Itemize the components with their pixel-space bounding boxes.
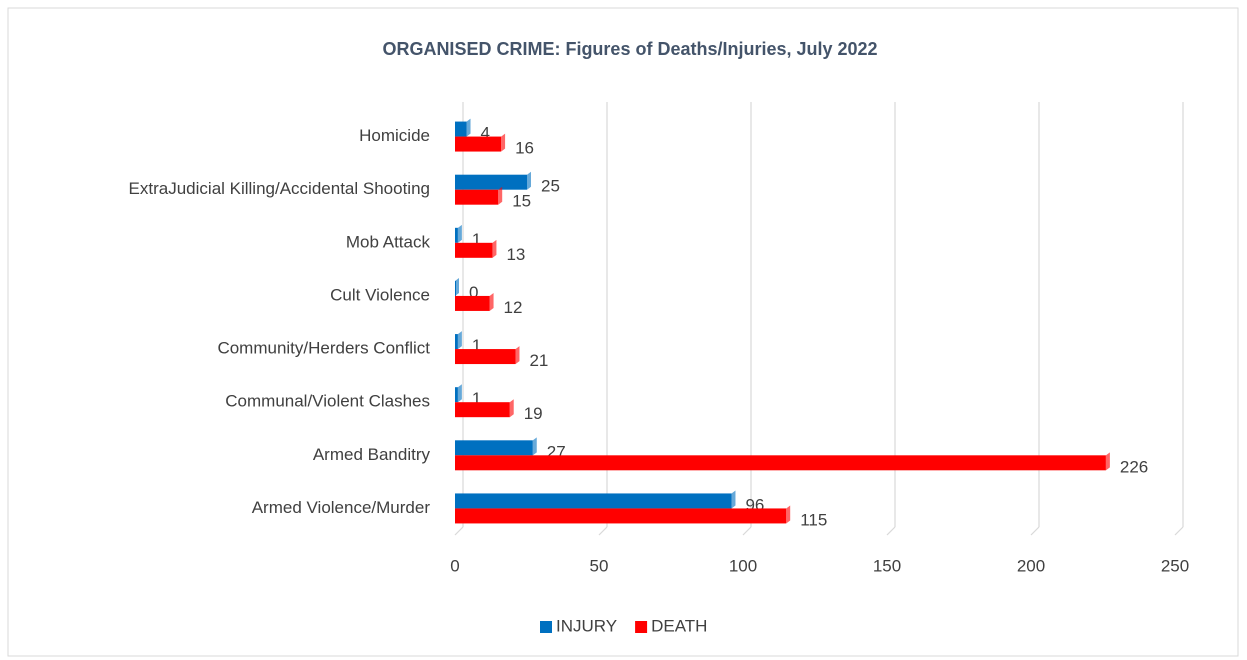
x-tick-label: 200 (1017, 556, 1045, 575)
x-tick-label: 150 (873, 556, 901, 575)
bar-side (498, 186, 503, 205)
bar (455, 242, 493, 258)
bar (455, 334, 458, 350)
legend-swatch (540, 621, 552, 633)
y-tick-label: ExtraJudicial Killing/Accidental Shootin… (129, 179, 430, 198)
y-tick-label: Homicide (359, 126, 430, 145)
grid-line (886, 526, 896, 536)
x-tick-label: 50 (590, 556, 609, 575)
bar (455, 493, 732, 509)
y-tick-label: Armed Banditry (313, 445, 431, 464)
data-label: 1 (472, 230, 481, 249)
bar (455, 189, 499, 205)
grid-line (454, 526, 464, 536)
bar-side (455, 277, 459, 296)
bar-side (492, 239, 497, 258)
bar-side (466, 118, 471, 137)
bar-side (1105, 452, 1110, 471)
bar-side (786, 505, 791, 524)
data-label: 21 (529, 351, 548, 370)
data-label: 12 (504, 298, 523, 317)
data-label: 19 (524, 404, 543, 423)
bar (455, 121, 467, 137)
bar-side (457, 224, 462, 243)
grid-line (1174, 526, 1184, 536)
bar (455, 508, 787, 524)
bar (455, 136, 502, 152)
legend-label: INJURY (556, 616, 617, 635)
bar-side (527, 171, 531, 190)
data-label: 1 (472, 389, 481, 408)
bar-side (509, 399, 514, 418)
bar-side (457, 384, 462, 403)
bar-side (515, 346, 520, 365)
legend-swatch (635, 621, 648, 633)
chart-frame (7, 7, 1239, 657)
data-label: 0 (469, 283, 478, 302)
y-tick-label: Mob Attack (346, 232, 431, 251)
data-label: 4 (481, 124, 490, 143)
bar (455, 349, 516, 365)
x-tick-label: 0 (450, 556, 459, 575)
grid-line (598, 526, 608, 536)
bar (455, 455, 1106, 471)
bar-side (457, 331, 462, 350)
y-tick-label: Cult Violence (330, 285, 430, 304)
y-tick-label: Community/Herders Conflict (217, 339, 430, 358)
bar (455, 440, 533, 456)
bar (455, 295, 490, 311)
bar (455, 387, 458, 403)
bar (455, 227, 458, 243)
grid-line (742, 526, 752, 536)
x-tick-label: 250 (1161, 556, 1189, 575)
legend-label: DEATH (651, 616, 707, 635)
x-tick-label: 100 (729, 556, 757, 575)
bar-side (489, 292, 494, 311)
chart-title: ORGANISED CRIME: Figures of Deaths/Injur… (382, 39, 877, 59)
bar-side (731, 490, 736, 509)
bar-side (501, 133, 506, 152)
data-label: 25 (541, 177, 560, 196)
data-label: 13 (506, 245, 525, 264)
bar (455, 402, 510, 418)
y-tick-label: Communal/Violent Clashes (225, 392, 430, 411)
bar (455, 174, 527, 190)
data-label: 1 (472, 336, 481, 355)
data-label: 15 (512, 192, 531, 211)
data-label: 226 (1120, 457, 1148, 476)
bar-side (532, 437, 537, 456)
grid-line (1030, 526, 1040, 536)
data-label: 115 (800, 510, 827, 529)
data-label: 16 (515, 139, 534, 158)
y-tick-label: Armed Violence/Murder (252, 498, 431, 517)
